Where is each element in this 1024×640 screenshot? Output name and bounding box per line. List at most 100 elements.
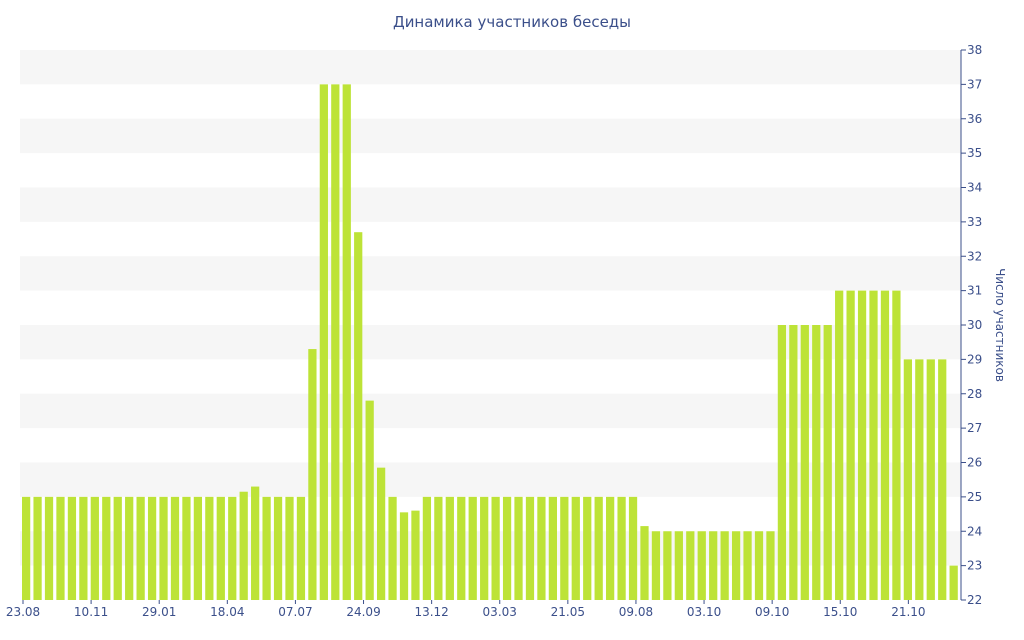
grid-band [20, 256, 961, 291]
bar [457, 496, 466, 600]
bar [709, 531, 718, 600]
x-tick-label: 09.08 [619, 605, 653, 619]
bar [835, 290, 844, 600]
bar [663, 531, 672, 600]
grid-band [20, 187, 961, 222]
y-tick-label: 33 [967, 215, 982, 229]
bar [56, 496, 65, 600]
y-tick-label: 29 [967, 352, 982, 366]
y-tick-label: 38 [967, 43, 982, 57]
bar [502, 496, 512, 600]
bar [606, 496, 615, 600]
bar [33, 496, 42, 600]
x-tick-label: 21.05 [551, 605, 585, 619]
bar [445, 496, 454, 600]
grid-band [20, 118, 961, 154]
bar [434, 496, 443, 600]
x-tick-label: 29.01 [142, 605, 176, 619]
y-ticks: 22 23 24 25 26 27 28 29 30 31 32 33 34 35 36 37 38 [961, 43, 982, 607]
bar [102, 496, 111, 600]
bar [376, 467, 386, 600]
y-tick-label: 32 [967, 249, 982, 263]
bar [422, 496, 432, 600]
x-ticks: 23.08 10.11 29.01 18.04 07.07 24.09 13.12 03.03… [6, 600, 926, 619]
bar [480, 496, 489, 600]
bar [182, 496, 191, 600]
bar [880, 290, 890, 600]
bar [926, 359, 935, 600]
bar [44, 496, 54, 600]
y-tick-label: 28 [967, 387, 982, 401]
bar [216, 496, 225, 600]
x-tick-label: 13.12 [414, 605, 448, 619]
bar [766, 531, 775, 600]
y-tick-label: 26 [967, 456, 982, 470]
bar [617, 496, 626, 600]
bar [743, 531, 752, 600]
bar [846, 290, 855, 600]
bar [789, 325, 798, 600]
bar [800, 325, 809, 600]
bar [571, 496, 580, 600]
y-tick-label: 34 [967, 181, 982, 195]
bar [869, 290, 878, 600]
bar [468, 496, 477, 600]
bar [514, 496, 523, 600]
bar [67, 496, 77, 600]
bar [205, 496, 214, 600]
x-tick-label: 18.04 [210, 605, 244, 619]
y-tick-label: 24 [967, 524, 982, 538]
bar [251, 486, 260, 600]
bars [22, 84, 958, 600]
bar [399, 512, 409, 600]
bar [491, 496, 500, 600]
bar [720, 531, 729, 600]
y-tick-label: 37 [967, 77, 982, 91]
bar [892, 290, 901, 600]
bar [411, 510, 420, 600]
bar [731, 531, 741, 600]
x-tick-label: 09.10 [755, 605, 789, 619]
bar [136, 496, 145, 600]
bar [697, 531, 706, 600]
bar [228, 496, 237, 600]
bar [79, 496, 88, 600]
bar [296, 496, 306, 600]
bar [159, 496, 168, 600]
bar [354, 232, 363, 600]
bar [262, 496, 271, 600]
bar [823, 325, 832, 600]
bar [170, 496, 180, 600]
bar [686, 531, 695, 600]
bar [754, 531, 764, 600]
bar [342, 84, 351, 600]
bar [640, 526, 649, 600]
bar [949, 565, 958, 600]
bar [537, 496, 546, 600]
bar [365, 400, 374, 600]
bar [915, 359, 924, 600]
bar [903, 359, 912, 600]
x-tick-label: 03.03 [483, 605, 517, 619]
bar [90, 496, 99, 600]
bar [674, 531, 683, 600]
y-axis-label: Число участников [993, 268, 1007, 382]
bar [938, 359, 947, 600]
y-tick-label: 22 [967, 593, 982, 607]
bar [583, 496, 592, 600]
bar [308, 349, 317, 600]
x-tick-label: 24.09 [346, 605, 380, 619]
bar [560, 496, 569, 600]
bar [193, 496, 203, 600]
x-tick-label: 23.08 [6, 605, 40, 619]
bar [319, 84, 328, 600]
x-tick-label: 03.10 [687, 605, 721, 619]
bar [777, 325, 787, 600]
y-tick-label: 23 [967, 559, 982, 573]
bar [239, 491, 248, 600]
bar [273, 496, 283, 600]
bar [812, 325, 821, 600]
bar [594, 496, 603, 600]
bar [857, 290, 867, 600]
